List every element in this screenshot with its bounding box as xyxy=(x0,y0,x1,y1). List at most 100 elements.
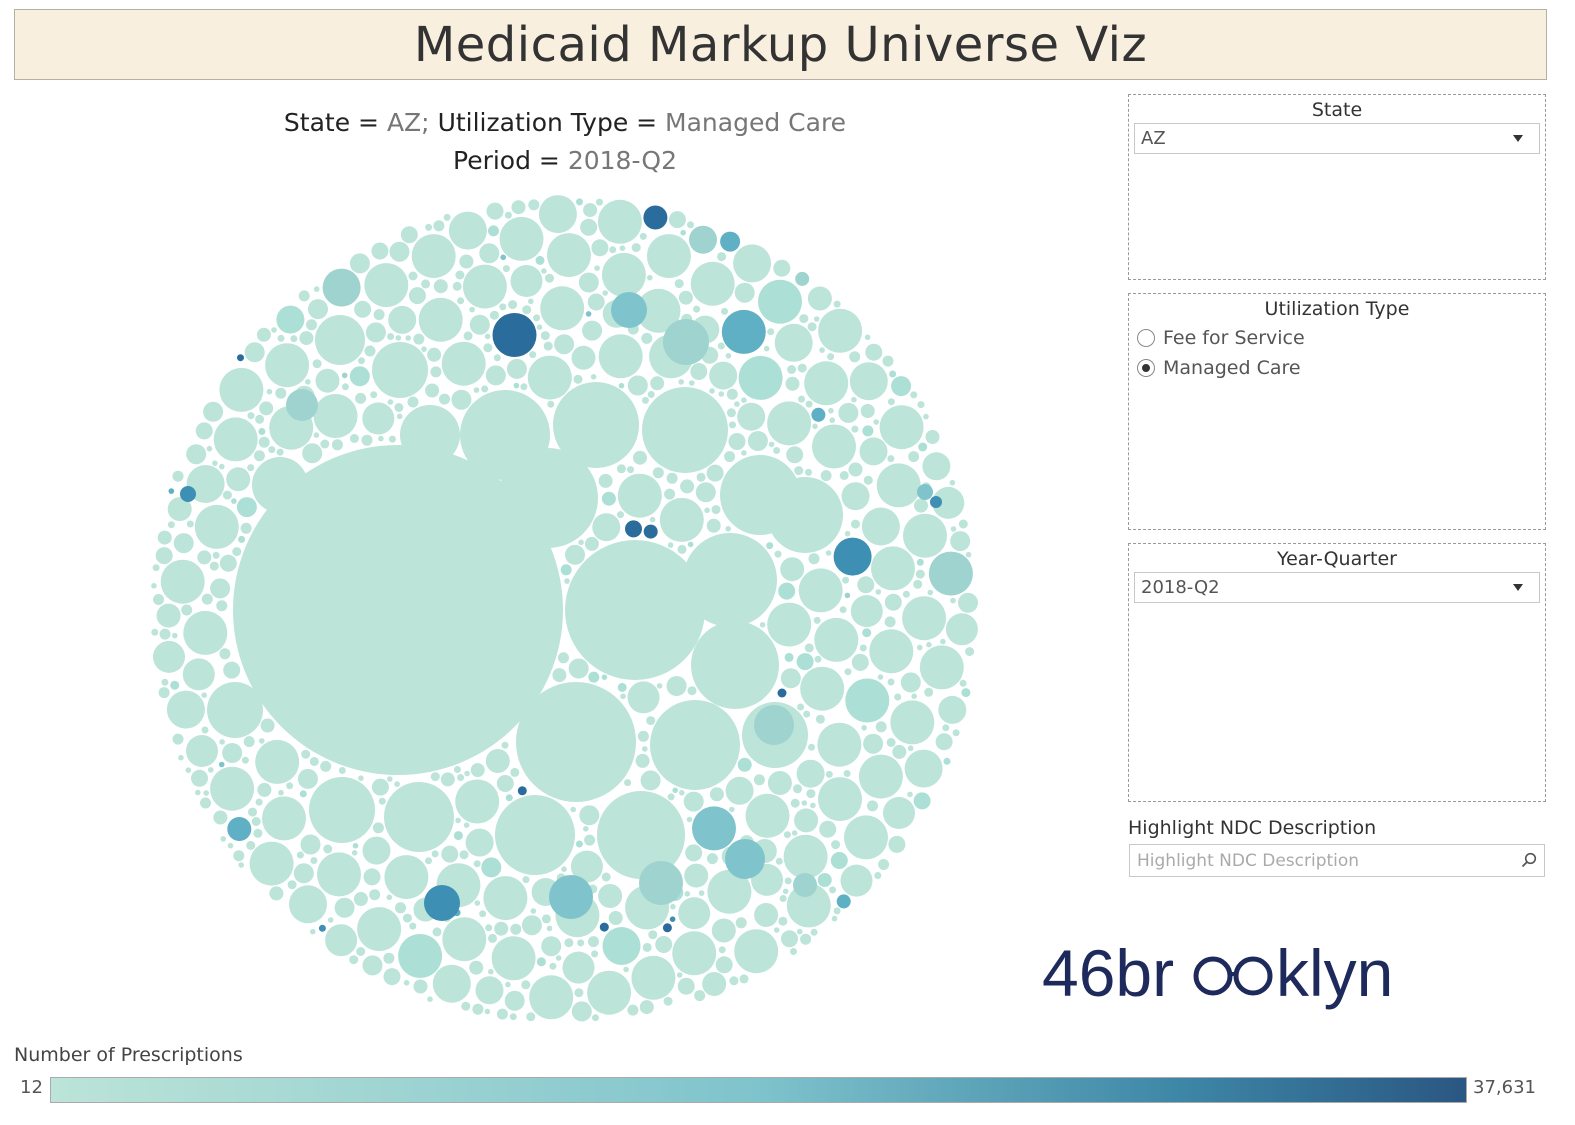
bubble[interactable] xyxy=(598,334,643,379)
bubble[interactable] xyxy=(648,930,658,940)
bubble[interactable] xyxy=(387,776,393,782)
bubble[interactable] xyxy=(591,950,599,958)
bubble[interactable] xyxy=(759,622,766,628)
bubble[interactable] xyxy=(156,603,181,628)
bubble[interactable] xyxy=(575,840,583,848)
bubble[interactable] xyxy=(892,744,907,759)
bubble[interactable] xyxy=(650,700,740,790)
bubble[interactable] xyxy=(814,655,822,663)
bubble[interactable] xyxy=(219,739,225,745)
bubble[interactable] xyxy=(372,822,384,834)
bubble[interactable] xyxy=(201,692,207,698)
bubble[interactable] xyxy=(691,621,779,709)
bubble[interactable] xyxy=(361,434,373,446)
bubble[interactable] xyxy=(400,405,460,465)
bubble[interactable] xyxy=(831,840,841,850)
bubble[interactable] xyxy=(735,917,747,929)
bubble[interactable] xyxy=(473,387,480,393)
bubble[interactable] xyxy=(913,579,923,589)
bubble[interactable] xyxy=(819,820,837,838)
bubble[interactable] xyxy=(362,955,383,976)
bubble[interactable] xyxy=(811,407,826,422)
bubble[interactable] xyxy=(257,782,272,797)
bubble[interactable] xyxy=(408,287,426,305)
bubble[interactable] xyxy=(841,482,870,511)
bubble[interactable] xyxy=(684,891,691,897)
bubble[interactable] xyxy=(851,396,857,403)
bubble[interactable] xyxy=(619,245,626,251)
bubble[interactable] xyxy=(693,305,701,313)
bubble[interactable] xyxy=(408,271,418,281)
bubble[interactable] xyxy=(331,439,343,451)
bubble[interactable] xyxy=(887,678,895,686)
bubble[interactable] xyxy=(839,471,849,480)
bubble[interactable] xyxy=(413,333,425,345)
bubble[interactable] xyxy=(887,455,895,463)
bubble[interactable] xyxy=(667,793,675,801)
bubble[interactable] xyxy=(804,643,814,653)
bubble[interactable] xyxy=(186,444,207,465)
bubble[interactable] xyxy=(443,213,451,221)
bubble[interactable] xyxy=(709,361,738,390)
bubble[interactable] xyxy=(222,490,232,500)
bubble[interactable] xyxy=(692,806,736,851)
bubble[interactable] xyxy=(483,343,493,353)
bubble[interactable] xyxy=(672,931,717,976)
bubble[interactable] xyxy=(787,365,797,374)
bubble[interactable] xyxy=(913,792,931,810)
bubble[interactable] xyxy=(738,355,783,400)
bubble[interactable] xyxy=(155,547,173,565)
bubble[interactable] xyxy=(865,343,883,361)
bubble[interactable] xyxy=(276,305,305,334)
bubble[interactable] xyxy=(352,843,359,849)
bubble[interactable] xyxy=(313,394,358,438)
bubble[interactable] xyxy=(720,231,741,252)
bubble[interactable] xyxy=(903,513,947,558)
bubble[interactable] xyxy=(623,966,629,973)
bubble[interactable] xyxy=(715,956,733,974)
bubble[interactable] xyxy=(724,451,736,463)
bubble[interactable] xyxy=(709,388,715,394)
bubble[interactable] xyxy=(522,305,532,315)
bubble[interactable] xyxy=(501,741,509,749)
bubble[interactable] xyxy=(159,628,171,640)
bubble[interactable] xyxy=(511,200,526,215)
bubble[interactable] xyxy=(255,798,263,806)
bubble[interactable] xyxy=(797,703,805,711)
bubble[interactable] xyxy=(859,437,888,466)
bubble[interactable] xyxy=(260,718,275,733)
bubble[interactable] xyxy=(942,724,950,732)
bubble[interactable] xyxy=(602,927,641,965)
bubble[interactable] xyxy=(795,271,810,286)
bubble[interactable] xyxy=(180,486,196,502)
bubble[interactable] xyxy=(322,268,361,307)
bubble[interactable] xyxy=(625,520,642,538)
bubble[interactable] xyxy=(666,676,687,696)
bubble[interactable] xyxy=(275,387,287,399)
bubble[interactable] xyxy=(358,775,364,781)
bubble[interactable] xyxy=(425,383,440,398)
bubble[interactable] xyxy=(734,401,740,407)
bubble[interactable] xyxy=(798,395,805,403)
bubble[interactable] xyxy=(773,927,780,933)
bubble[interactable] xyxy=(383,968,401,986)
bubble[interactable] xyxy=(349,253,370,274)
bubble[interactable] xyxy=(219,554,237,572)
bubble[interactable] xyxy=(829,886,837,894)
bubble[interactable] xyxy=(767,401,812,446)
bubble[interactable] xyxy=(520,383,528,391)
bubble[interactable] xyxy=(433,279,448,294)
bubble[interactable] xyxy=(219,463,225,470)
bubble[interactable] xyxy=(560,564,572,576)
bubble[interactable] xyxy=(915,569,925,579)
bubble[interactable] xyxy=(271,327,277,333)
bubble[interactable] xyxy=(918,442,928,452)
bubble[interactable] xyxy=(411,234,456,279)
bubble[interactable] xyxy=(680,479,695,494)
bubble[interactable] xyxy=(698,890,705,896)
bubble[interactable] xyxy=(349,366,370,387)
bubble[interactable] xyxy=(674,279,684,289)
bubble[interactable] xyxy=(642,396,649,404)
highlight-ndc-input[interactable] xyxy=(1129,844,1545,877)
bubble[interactable] xyxy=(784,877,792,885)
